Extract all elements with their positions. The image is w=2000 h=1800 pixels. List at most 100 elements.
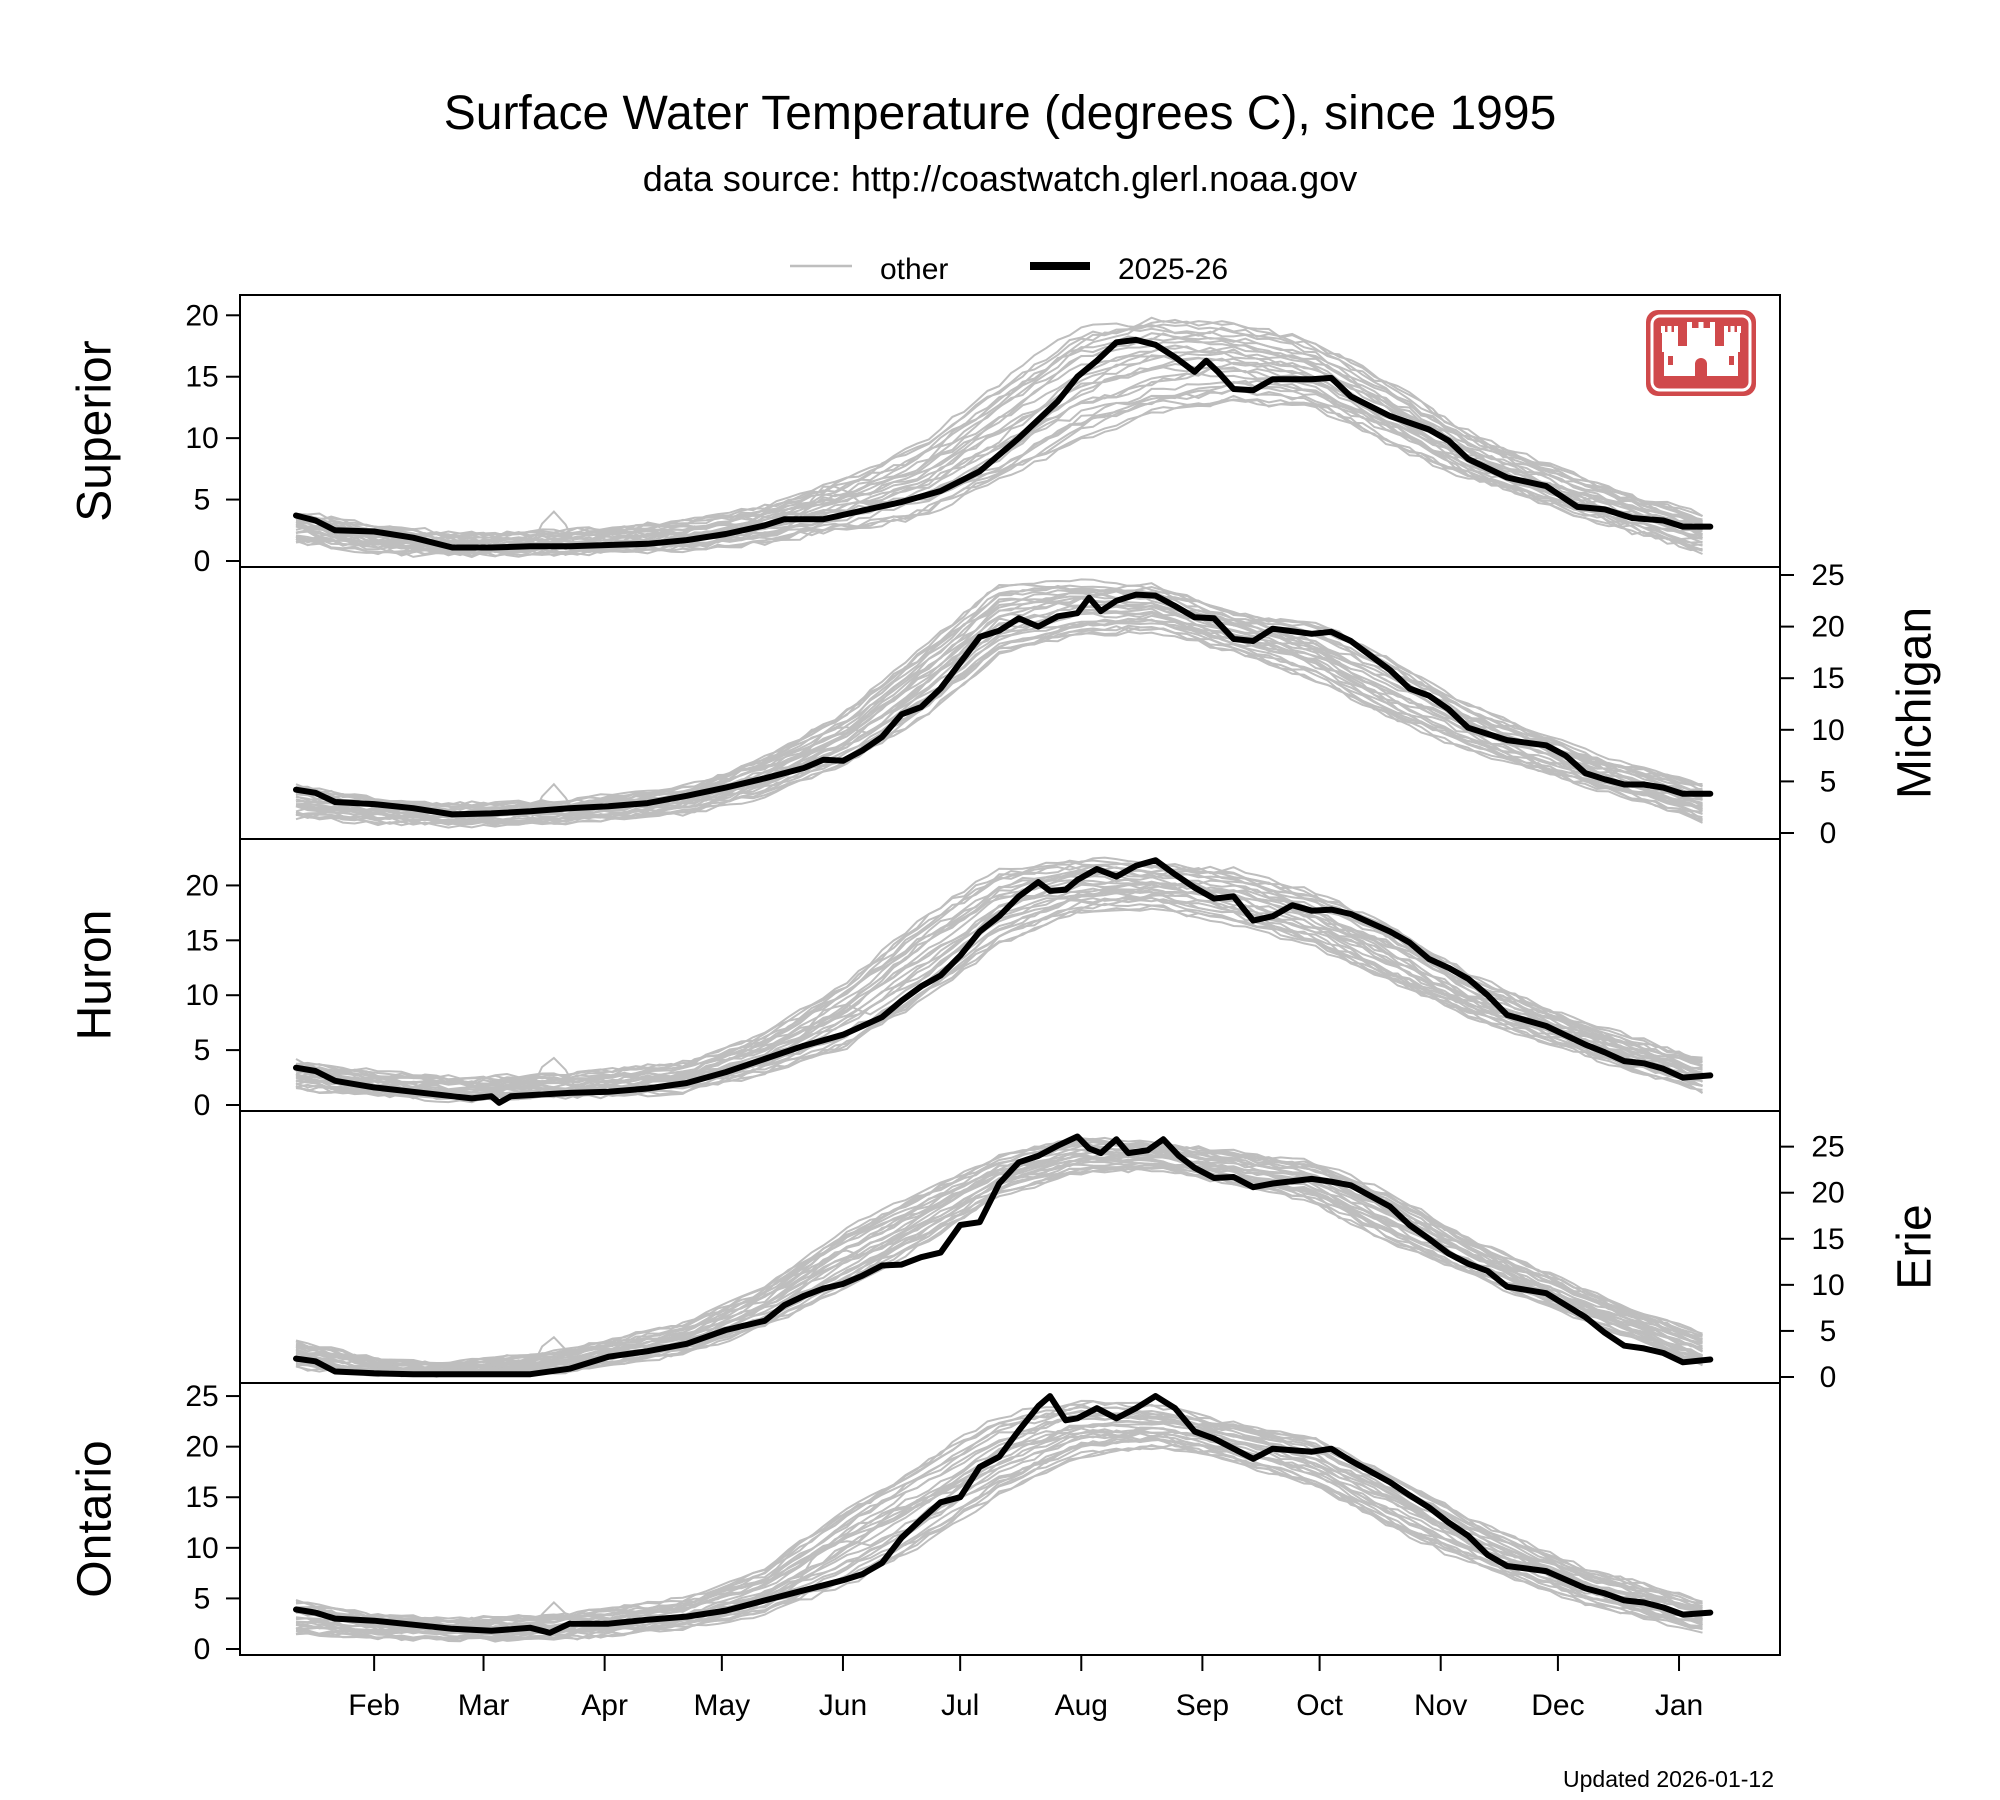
michigan-current-year-line [293, 591, 1714, 818]
superior-other-year-line [295, 332, 1703, 544]
erie-other-year-line [295, 1136, 1704, 1364]
michigan-other-year-line [295, 614, 1703, 824]
huron-y-tick-label: 5 [194, 1034, 211, 1067]
chart-subtitle: data source: http://coastwatch.glerl.noa… [642, 158, 1358, 199]
huron-other-year-line [295, 878, 1703, 1092]
panel-ontario: 0 5 10 15 20 25 Ontario [69, 1380, 1781, 1666]
x-tick-label-mar: Mar [458, 1689, 510, 1722]
ontario-other-year-line [295, 1437, 1703, 1640]
superior-y-tick-label: 5 [194, 484, 211, 517]
x-tick-label-sep: Sep [1176, 1689, 1229, 1722]
x-tick-label-nov: Nov [1414, 1689, 1467, 1722]
lake-label-ontario: Ontario [69, 1440, 122, 1597]
huron-y-tick-label: 0 [194, 1089, 211, 1122]
erie-other-year-line [295, 1136, 1703, 1365]
ontario-y-tick-label: 10 [185, 1532, 218, 1565]
huron-current-year-line [293, 857, 1714, 1106]
erie-y-tick-label: 15 [1811, 1223, 1844, 1256]
erie-other-year-line [296, 1140, 1703, 1368]
x-tick-label-dec: Dec [1531, 1689, 1584, 1722]
michigan-y-tick-label: 10 [1811, 714, 1844, 747]
superior-y-axis: 0 5 10 15 20 [185, 299, 241, 578]
ontario-current-year-line [293, 1393, 1714, 1636]
erie-y-tick-label: 25 [1811, 1131, 1844, 1164]
huron-y-axis: 0 5 10 15 20 [185, 869, 241, 1122]
x-tick-label-aug: Aug [1055, 1689, 1108, 1722]
x-tick-label-feb: Feb [348, 1689, 400, 1722]
ontario-y-axis: 0 5 10 15 20 25 [185, 1380, 241, 1666]
ontario-y-tick-label: 5 [194, 1582, 211, 1615]
michigan-y-tick-label: 15 [1811, 662, 1844, 695]
erie-y-tick-label: 10 [1811, 1269, 1844, 1302]
ontario-other-year-line [295, 1426, 1703, 1636]
superior-y-tick-label: 20 [185, 299, 218, 332]
erie-panel-frame [239, 1110, 1781, 1384]
superior-other-year-line [295, 333, 1703, 540]
ontario-other-year-line [295, 1438, 1703, 1642]
huron-other-year-line [295, 859, 1703, 1084]
erie-current-year-line [293, 1133, 1714, 1378]
erie-other-year-line [295, 1162, 1703, 1375]
huron-other-year-line [295, 867, 1703, 1086]
michigan-y-axis: 0 5 10 15 20 25 [1779, 559, 1845, 850]
ontario-other-year-line [295, 1399, 1703, 1623]
huron-y-tick-label: 15 [185, 924, 218, 957]
superior-y-tick-label: 10 [185, 422, 218, 455]
erie-y-tick-label: 5 [1820, 1315, 1837, 1348]
ontario-other-year-line [295, 1403, 1703, 1624]
superior-other-year-line [295, 332, 1703, 544]
ontario-y-tick-label: 25 [185, 1380, 218, 1413]
panel-michigan: 0 5 10 15 20 25 Michigan [239, 559, 1942, 850]
ontario-y-tick-label: 15 [185, 1481, 218, 1514]
ontario-y-tick-label: 0 [194, 1633, 211, 1666]
lake-label-huron: Huron [69, 910, 122, 1041]
panel-erie: 0 5 10 15 20 25 Erie [239, 1110, 1942, 1394]
huron-other-year-line [295, 869, 1703, 1088]
ontario-other-year-line [295, 1406, 1703, 1623]
lake-label-erie: Erie [1889, 1204, 1942, 1289]
legend-current-label: 2025-26 [1118, 253, 1228, 286]
huron-y-tick-label: 20 [185, 869, 218, 902]
superior-other-year-line [295, 339, 1703, 546]
superior-other-year-line [295, 388, 1703, 557]
superior-other-year-line [295, 316, 1704, 538]
superior-other-year-line [295, 323, 1703, 540]
michigan-y-tick-label: 5 [1820, 765, 1837, 798]
erie-y-tick-label: 20 [1811, 1177, 1844, 1210]
michigan-other-year-line [295, 591, 1703, 815]
legend-other-label: other [880, 253, 948, 286]
x-axis: Feb Mar Apr May Jun Jul Aug Sep Oct Nov Dec Jan [348, 1654, 1703, 1722]
superior-other-year-line [295, 323, 1703, 540]
x-tick-label-jun: Jun [819, 1689, 867, 1722]
michigan-other-year-line [295, 578, 1703, 807]
usace-castle-logo [1646, 310, 1756, 396]
michigan-y-tick-label: 0 [1820, 817, 1837, 850]
huron-y-tick-label: 10 [185, 979, 218, 1012]
ontario-other-year-line [295, 1400, 1703, 1623]
huron-other-year-line [295, 870, 1703, 1085]
michigan-other-year-line [295, 618, 1703, 826]
superior-other-year-line [295, 320, 1703, 537]
huron-other-year-line [295, 856, 1703, 1081]
michigan-y-tick-label: 20 [1811, 611, 1844, 644]
superior-other-year-line [295, 348, 1703, 547]
ontario-other-year-line [295, 1430, 1703, 1634]
erie-y-axis: 0 5 10 15 20 25 [1779, 1131, 1845, 1394]
panel-superior: 0 5 10 15 20 Superior [69, 294, 1781, 578]
superior-y-tick-label: 0 [194, 545, 211, 578]
superior-other-year-line [295, 388, 1703, 556]
panel-huron: 0 5 10 15 20 Huron [69, 838, 1781, 1122]
chart-title: Surface Water Temperature (degrees C), s… [443, 87, 1557, 140]
superior-y-tick-label: 15 [185, 361, 218, 394]
michigan-other-year-line [295, 610, 1703, 822]
x-tick-label-may: May [694, 1689, 751, 1722]
huron-other-year-line [295, 898, 1703, 1101]
x-tick-label-jul: Jul [941, 1689, 979, 1722]
x-tick-label-jan: Jan [1655, 1689, 1703, 1722]
superior-current-year-line [293, 336, 1714, 551]
x-tick-label-oct: Oct [1296, 1689, 1343, 1722]
ontario-other-year-line [295, 1414, 1703, 1628]
michigan-other-year-line [295, 585, 1703, 808]
updated-date: Updated 2026-01-12 [1563, 1766, 1774, 1792]
